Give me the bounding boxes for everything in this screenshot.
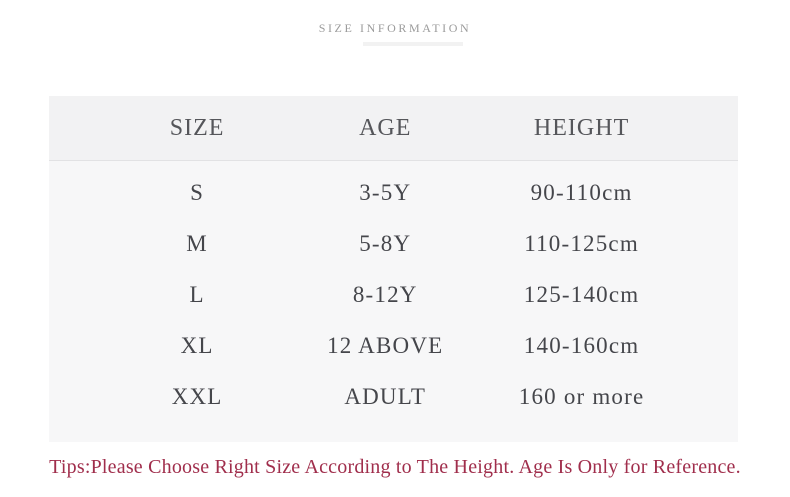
size-table-header-row: SIZE AGE HEIGHT bbox=[49, 96, 738, 161]
cell-age: 3-5Y bbox=[359, 179, 412, 205]
table-row: L 8-12Y 125-140cm bbox=[49, 269, 738, 320]
column-header-height: HEIGHT bbox=[533, 114, 630, 141]
cell-height: 90-110cm bbox=[530, 179, 633, 205]
page-title: SIZE INFORMATION bbox=[318, 21, 472, 35]
table-row: XXL ADULT 160 or more bbox=[49, 371, 738, 422]
cell-age: ADULT bbox=[344, 383, 427, 409]
size-table: SIZE AGE HEIGHT S 3-5Y 90-110cm M 5-8Y 1… bbox=[49, 96, 738, 442]
size-table-body: S 3-5Y 90-110cm M 5-8Y 110-125cm L 8-12Y… bbox=[49, 161, 738, 442]
title-underline-decoration bbox=[363, 42, 463, 46]
cell-age: 12 ABOVE bbox=[327, 332, 444, 358]
table-row: XL 12 ABOVE 140-160cm bbox=[49, 320, 738, 371]
cell-height: 160 or more bbox=[518, 383, 645, 409]
column-header-age: AGE bbox=[359, 114, 412, 141]
size-tips-note: Tips:Please Choose Right Size According … bbox=[49, 456, 741, 478]
cell-size: S bbox=[190, 179, 205, 205]
cell-size: XL bbox=[180, 332, 214, 358]
cell-height: 110-125cm bbox=[524, 230, 639, 256]
cell-size: XXL bbox=[171, 383, 223, 409]
cell-size: L bbox=[189, 281, 205, 307]
cell-age: 5-8Y bbox=[359, 230, 412, 256]
cell-age: 8-12Y bbox=[352, 281, 418, 307]
cell-height: 140-160cm bbox=[523, 332, 640, 358]
cell-height: 125-140cm bbox=[523, 281, 640, 307]
table-row: S 3-5Y 90-110cm bbox=[49, 167, 738, 218]
table-row: M 5-8Y 110-125cm bbox=[49, 218, 738, 269]
cell-size: M bbox=[186, 230, 208, 256]
column-header-size: SIZE bbox=[169, 114, 225, 141]
